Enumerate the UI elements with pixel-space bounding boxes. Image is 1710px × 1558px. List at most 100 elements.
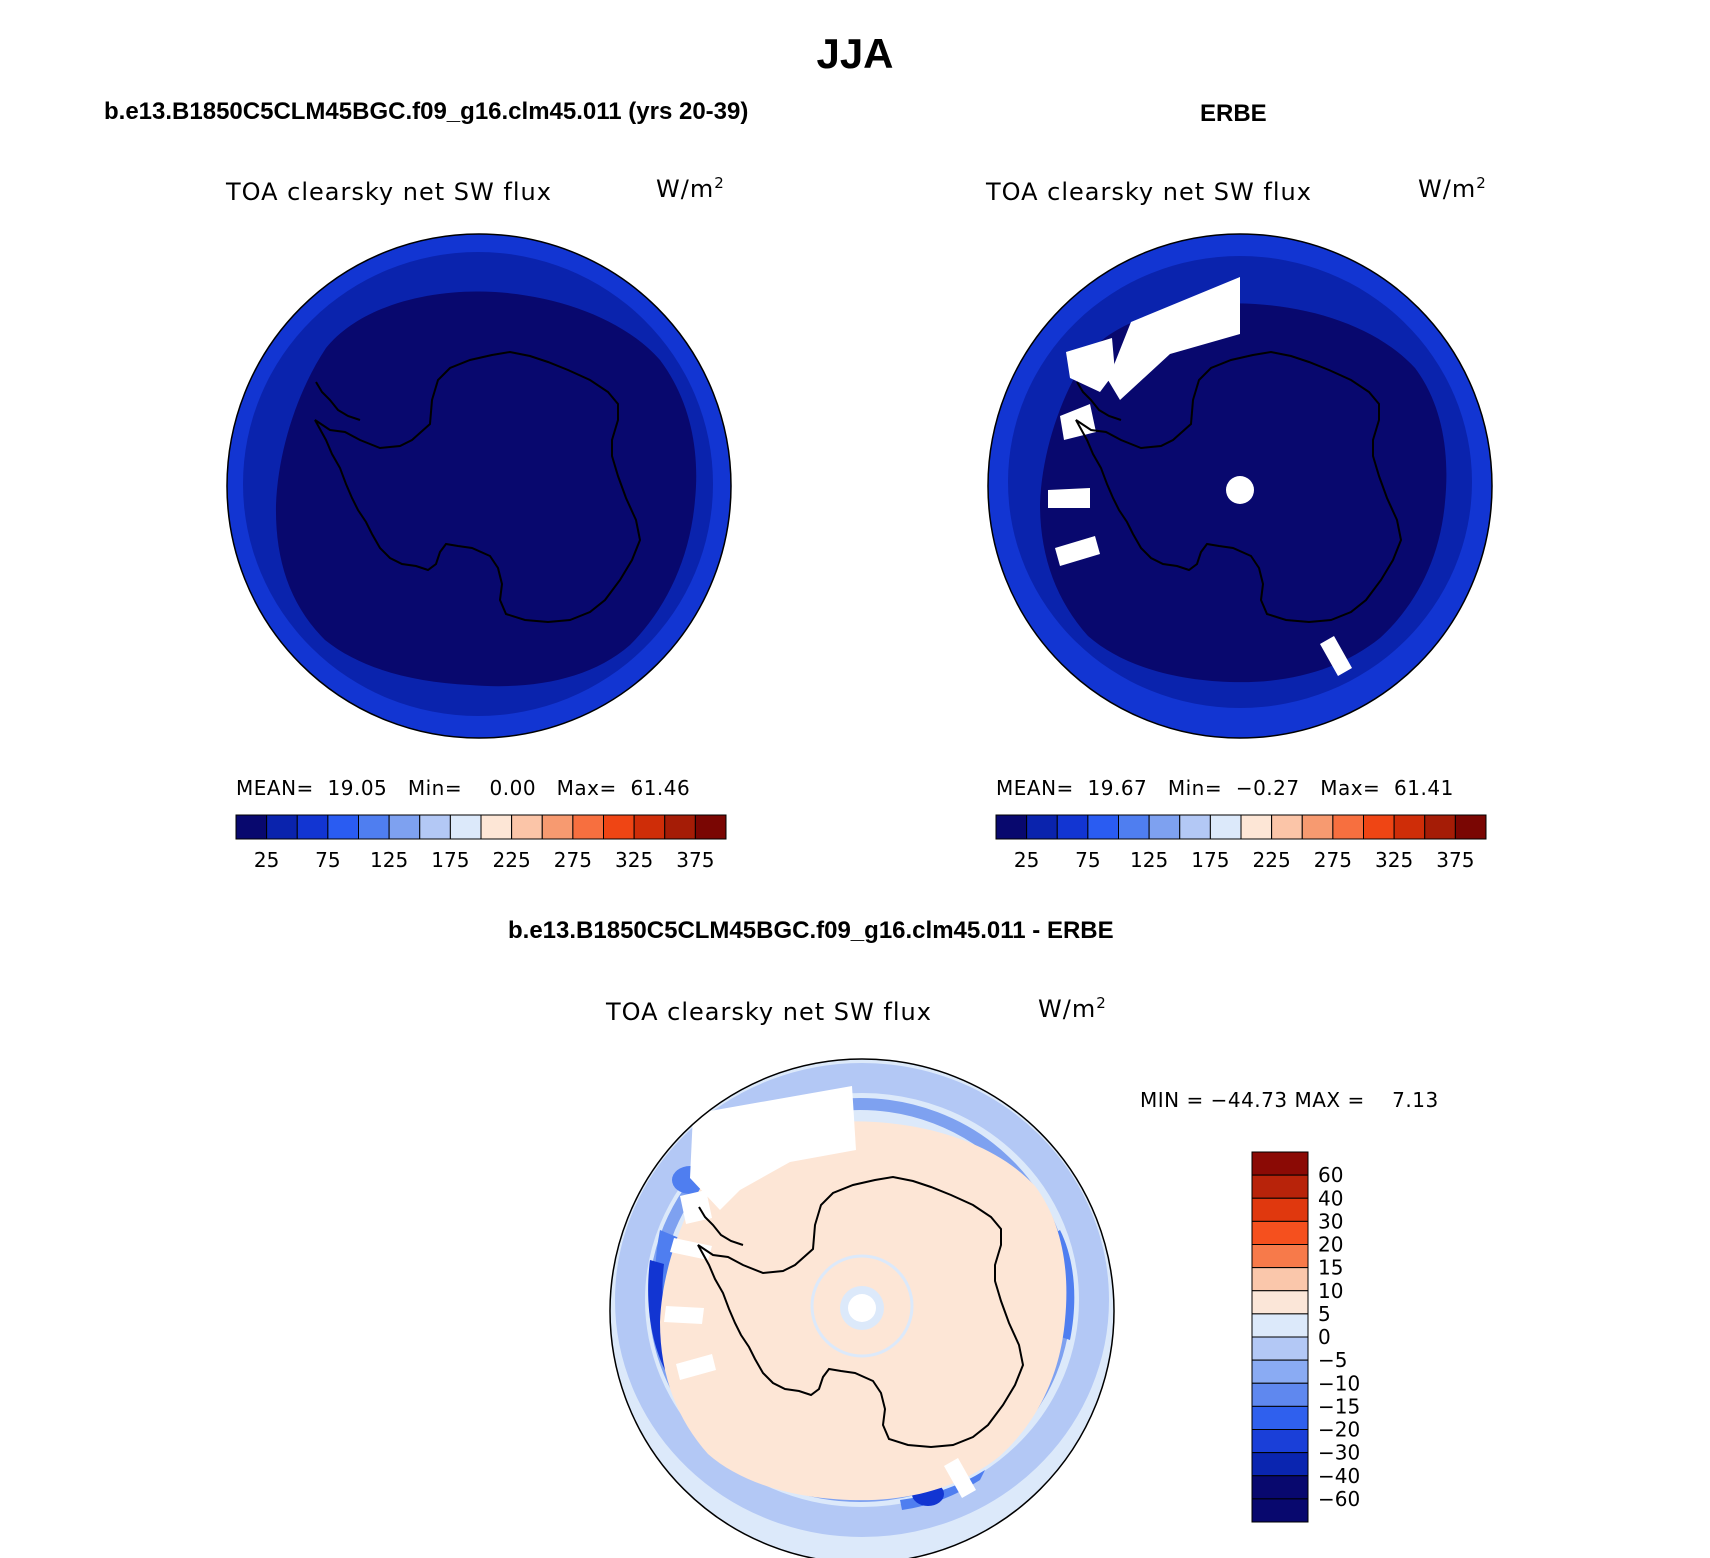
colorbar-swatch — [694, 814, 727, 840]
colorbar-swatch — [1240, 814, 1273, 840]
panel2-title: ERBE — [1200, 100, 1267, 127]
colorbar-swatch — [1251, 1220, 1309, 1245]
colorbar-tick-label: 275 — [1314, 848, 1352, 872]
colorbar-tick-label: 75 — [1075, 848, 1100, 872]
panel3-minmax: MIN = −44.73 MAX = 7.13 — [1140, 1088, 1439, 1112]
colorbar-tick-label: 30 — [1318, 1209, 1343, 1233]
colorbar-swatch — [1251, 1267, 1309, 1292]
antarctica-coastline-model — [314, 350, 642, 624]
antarctica-coastline-erbe — [1075, 350, 1403, 624]
colorbar-swatch — [1056, 814, 1089, 840]
colorbar-swatch — [388, 814, 421, 840]
colorbar-swatch — [1251, 1313, 1309, 1338]
colorbar-tick-label: 75 — [315, 848, 340, 872]
panel2-variable: TOA clearsky net SW flux — [986, 178, 1312, 206]
colorbar-swatch — [1251, 1452, 1309, 1477]
colorbar-tick-label: −10 — [1318, 1371, 1360, 1395]
panel3-title: b.e13.B1850C5CLM45BGC.f09_g16.clm45.011 … — [508, 917, 1114, 944]
colorbar-swatch — [1251, 1244, 1309, 1269]
colorbar-tick-label: 5 — [1318, 1302, 1331, 1326]
colorbar-tick-label: −60 — [1318, 1487, 1360, 1511]
panel2-units: W/m2 — [1418, 174, 1487, 203]
panel3-variable: TOA clearsky net SW flux — [606, 998, 932, 1026]
panel1-stats: MEAN= 19.05 Min= 0.00 Max= 61.46 — [236, 776, 691, 800]
colorbar-swatch — [1251, 1359, 1309, 1384]
colorbar-swatch — [1251, 1336, 1309, 1361]
colorbar-swatch — [1251, 1498, 1309, 1523]
map-difference — [610, 1059, 1114, 1558]
colorbar-swatch — [1251, 1174, 1309, 1199]
colorbar-swatch — [1393, 814, 1426, 840]
antarctic-peninsula-difference — [698, 1206, 744, 1246]
panel2-stats: MEAN= 19.67 Min= −0.27 Max= 61.41 — [996, 776, 1454, 800]
panel3-units: W/m2 — [1038, 994, 1107, 1023]
colorbar-swatch — [1251, 1290, 1309, 1315]
antarctica-coastline-difference — [697, 1175, 1025, 1449]
colorbar-swatch — [1332, 814, 1364, 840]
colorbar-tick-label: −5 — [1318, 1348, 1347, 1372]
colorbar-swatch — [1251, 1382, 1309, 1407]
colorbar-swatch — [1454, 814, 1487, 840]
colorbar-swatch — [1087, 814, 1119, 840]
colorbar-swatch — [419, 814, 451, 840]
colorbar-swatch — [541, 814, 574, 840]
colorbar-swatch — [1271, 814, 1303, 840]
antarctic-peninsula-erbe — [1076, 381, 1122, 421]
colorbar-swatch — [1251, 1475, 1309, 1500]
colorbar-swatch — [296, 814, 329, 840]
colorbar-swatch — [511, 814, 543, 840]
colorbar-swatch — [449, 814, 482, 840]
colorbar-swatch — [1148, 814, 1181, 840]
map-difference-border — [609, 1058, 1115, 1558]
colorbar-tick-label: 175 — [431, 848, 469, 872]
colorbar-tick-label: 125 — [1130, 848, 1168, 872]
colorbar-swatch — [1251, 1151, 1309, 1176]
colorbar-tick-label: 25 — [1014, 848, 1039, 872]
colorbar-tick-label: 225 — [1253, 848, 1291, 872]
colorbar-swatch — [572, 814, 604, 840]
colorbar-swatch — [1209, 814, 1242, 840]
map-erbe-border — [987, 233, 1493, 739]
colorbar-swatch — [1026, 814, 1058, 840]
colorbar-swatch — [633, 814, 666, 840]
main-title: JJA — [816, 30, 894, 77]
colorbar-tick-label: 25 — [254, 848, 279, 872]
colorbar-swatch — [1251, 1429, 1309, 1454]
panel1-title: b.e13.B1850C5CLM45BGC.f09_g16.clm45.011 … — [104, 98, 749, 125]
colorbar-tick-label: 20 — [1318, 1233, 1343, 1257]
colorbar-tick-label: 40 — [1318, 1186, 1343, 1210]
colorbar-swatch — [1301, 814, 1334, 840]
colorbar-tick-label: −40 — [1318, 1464, 1360, 1488]
colorbar-tick-label: 325 — [1375, 848, 1413, 872]
colorbar-tick-label: 375 — [1436, 848, 1474, 872]
colorbar-swatch — [1363, 814, 1395, 840]
colorbar-tick-label: 125 — [370, 848, 408, 872]
panel1-variable: TOA clearsky net SW flux — [226, 178, 552, 206]
colorbar-erbe: 25 75 125 175 225 275 325 375 — [995, 814, 1487, 872]
colorbar-swatch — [327, 814, 359, 840]
colorbar-swatch — [266, 814, 298, 840]
colorbar-swatch — [358, 814, 390, 840]
colorbar-tick-label: 225 — [493, 848, 531, 872]
colorbar-swatch — [1251, 1405, 1309, 1430]
colorbar-model: 25 75 125 175 225 275 325 375 — [235, 814, 727, 872]
map-model-border — [226, 233, 732, 739]
map-erbe — [988, 234, 1492, 738]
antarctic-peninsula-model — [315, 381, 361, 421]
colorbar-tick-label: 275 — [554, 848, 592, 872]
colorbar-tick-label: 175 — [1191, 848, 1229, 872]
colorbar-swatch — [1179, 814, 1211, 840]
map-model — [227, 234, 731, 738]
panel1-units: W/m2 — [656, 174, 725, 203]
colorbar-swatch — [1118, 814, 1150, 840]
colorbar-tick-label: 15 — [1318, 1256, 1343, 1280]
colorbar-swatch — [1424, 814, 1456, 840]
colorbar-swatch — [664, 814, 696, 840]
colorbar-tick-label: −20 — [1318, 1418, 1360, 1442]
colorbar-swatch — [235, 814, 268, 840]
colorbar-swatch — [1251, 1197, 1309, 1222]
colorbar-swatch — [603, 814, 635, 840]
colorbar-tick-label: 10 — [1318, 1279, 1343, 1303]
